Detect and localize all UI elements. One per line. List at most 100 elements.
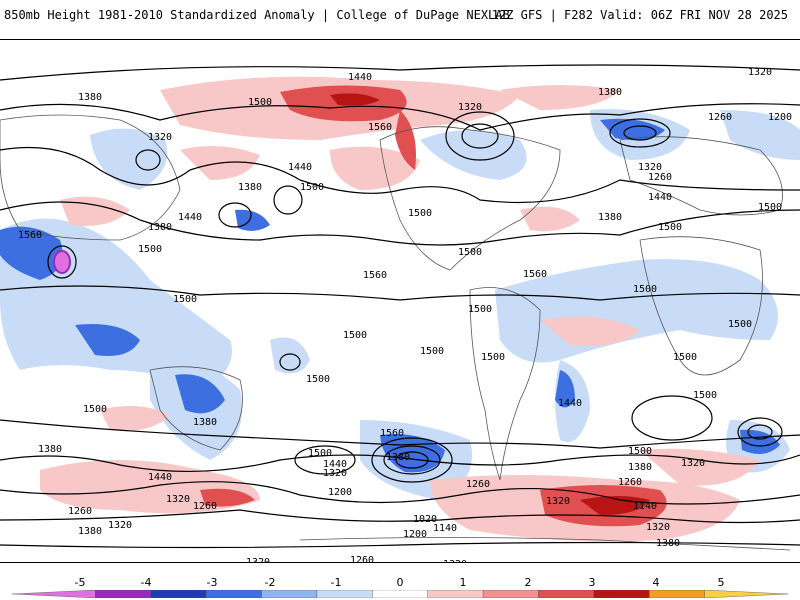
contour-label: 1200 [328, 487, 352, 498]
height-contours [0, 64, 800, 549]
colorbar-segment [704, 590, 789, 598]
contour-label: 1260 [648, 172, 672, 183]
map-title: 850mb Height 1981-2010 Standardized Anom… [4, 8, 510, 22]
contour-label: 1500 [343, 330, 367, 341]
contour-label: 1380 [148, 222, 172, 233]
extreme-negative-anomaly [53, 250, 71, 274]
contour-label: 1500 [693, 390, 717, 401]
colorbar-tick: -3 [206, 576, 218, 589]
colorbar-segment [261, 590, 318, 598]
contour-label: 1380 [656, 538, 680, 549]
contour-label: 1320 [166, 494, 190, 505]
contour-labels: 1440 1380 1320 1500 1560 1320 1380 1320 … [18, 67, 792, 562]
contour-label: 1500 [308, 448, 332, 459]
colorbar-tick: 2 [524, 576, 532, 589]
colorbar-tick: -5 [74, 576, 86, 589]
contour-label: 1440 [648, 192, 672, 203]
run-info: 12Z GFS | F282 Valid: 06Z FRI NOV 28 202… [491, 8, 788, 22]
colorbar-segment [150, 590, 207, 598]
colorbar-tick: -2 [264, 576, 276, 589]
contour-label: 1440 [148, 472, 172, 483]
contour-label: 1500 [138, 244, 162, 255]
contour-label: 1500 [306, 374, 330, 385]
contour-label: 1380 [78, 526, 102, 537]
contour-label: 1020 [413, 514, 437, 525]
contour-label: 1560 [368, 122, 392, 133]
contour-label: 1560 [18, 230, 42, 241]
contour-label: 1380 [598, 212, 622, 223]
contour-label: 1560 [523, 269, 547, 280]
contour-label: 1320 [681, 458, 705, 469]
contour-label: 1140 [633, 501, 657, 512]
very-strong-positive-anomaly [330, 93, 650, 515]
colorbar: -5 -4 -3 -2 -1 0 1 2 3 4 5 [0, 570, 800, 600]
contour-label: 1440 [323, 459, 347, 470]
contour-label: 1380 [238, 182, 262, 193]
colorbar-segment [11, 590, 96, 598]
contour-label: 1320 [546, 496, 570, 507]
contour-label: 1500 [758, 202, 782, 213]
contour-label: 1500 [633, 284, 657, 295]
contour-label: 1500 [408, 208, 432, 219]
contour-label: 1500 [658, 222, 682, 233]
contour-label: 1260 [708, 112, 732, 123]
contour-label: 1260 [193, 501, 217, 512]
contour-label: 1500 [628, 446, 652, 457]
colorbar-segment [316, 590, 373, 598]
contour-label: 1380 [78, 92, 102, 103]
colorbar-tick: 3 [588, 576, 596, 589]
contour-label: 1320 [246, 557, 270, 562]
contour-label: 1260 [466, 479, 490, 490]
contour-label: 1440 [288, 162, 312, 173]
colorbar-segment [538, 590, 595, 598]
contour-label: 1320 [323, 468, 347, 479]
contour-label: 1380 [386, 452, 410, 463]
colorbar-tick: -4 [140, 576, 152, 589]
contour-label: 1500 [468, 304, 492, 315]
colorbar-tick: 0 [396, 576, 404, 589]
contour-label: 1380 [193, 417, 217, 428]
contour-label: 1560 [380, 428, 404, 439]
contour-label: 1440 [348, 72, 372, 83]
contour-label: 1320 [443, 559, 467, 562]
colorbar-segment [427, 590, 484, 598]
contour-label: 1260 [618, 477, 642, 488]
colorbar-segment [649, 590, 705, 598]
contour-label: 1500 [83, 404, 107, 415]
contour-label: 1140 [433, 523, 457, 534]
contour-label: 1440 [178, 212, 202, 223]
contour-label: 1320 [458, 102, 482, 113]
continent-outlines [0, 114, 791, 551]
anomaly-map[interactable]: 1440 1380 1320 1500 1560 1320 1380 1320 … [0, 39, 800, 563]
contour-label: 1500 [248, 97, 272, 108]
contour-label: 1320 [108, 520, 132, 531]
contour-label: 1380 [38, 444, 62, 455]
contour-label: 1500 [300, 182, 324, 193]
header: 850mb Height 1981-2010 Standardized Anom… [0, 0, 800, 30]
contour-label: 1260 [350, 555, 374, 562]
contour-label: 1320 [638, 162, 662, 173]
contour-label: 1320 [148, 132, 172, 143]
colorbar-tick: 1 [459, 576, 467, 589]
contour-label: 1440 [558, 398, 582, 409]
colorbar-tick: 4 [652, 576, 660, 589]
colorbar-segment [372, 590, 428, 598]
colorbar-segment [205, 590, 262, 598]
colorbar-segment [482, 590, 539, 598]
contour-label: 1320 [748, 67, 772, 78]
contour-label: 1380 [628, 462, 652, 473]
contour-label: 1200 [768, 112, 792, 123]
colorbar-segment [593, 590, 650, 598]
contour-label: 1500 [728, 319, 752, 330]
contour-label: 1500 [481, 352, 505, 363]
contour-label: 1500 [458, 247, 482, 258]
contour-label: 1320 [646, 522, 670, 533]
contour-label: 1500 [420, 346, 444, 357]
colorbar-segment [95, 590, 151, 598]
colorbar-tick: 5 [717, 576, 725, 589]
colorbar-scale [11, 590, 789, 598]
contour-label: 1380 [598, 87, 622, 98]
contour-label: 1560 [363, 270, 387, 281]
contour-label: 1260 [68, 506, 92, 517]
contour-label: 1200 [403, 529, 427, 540]
